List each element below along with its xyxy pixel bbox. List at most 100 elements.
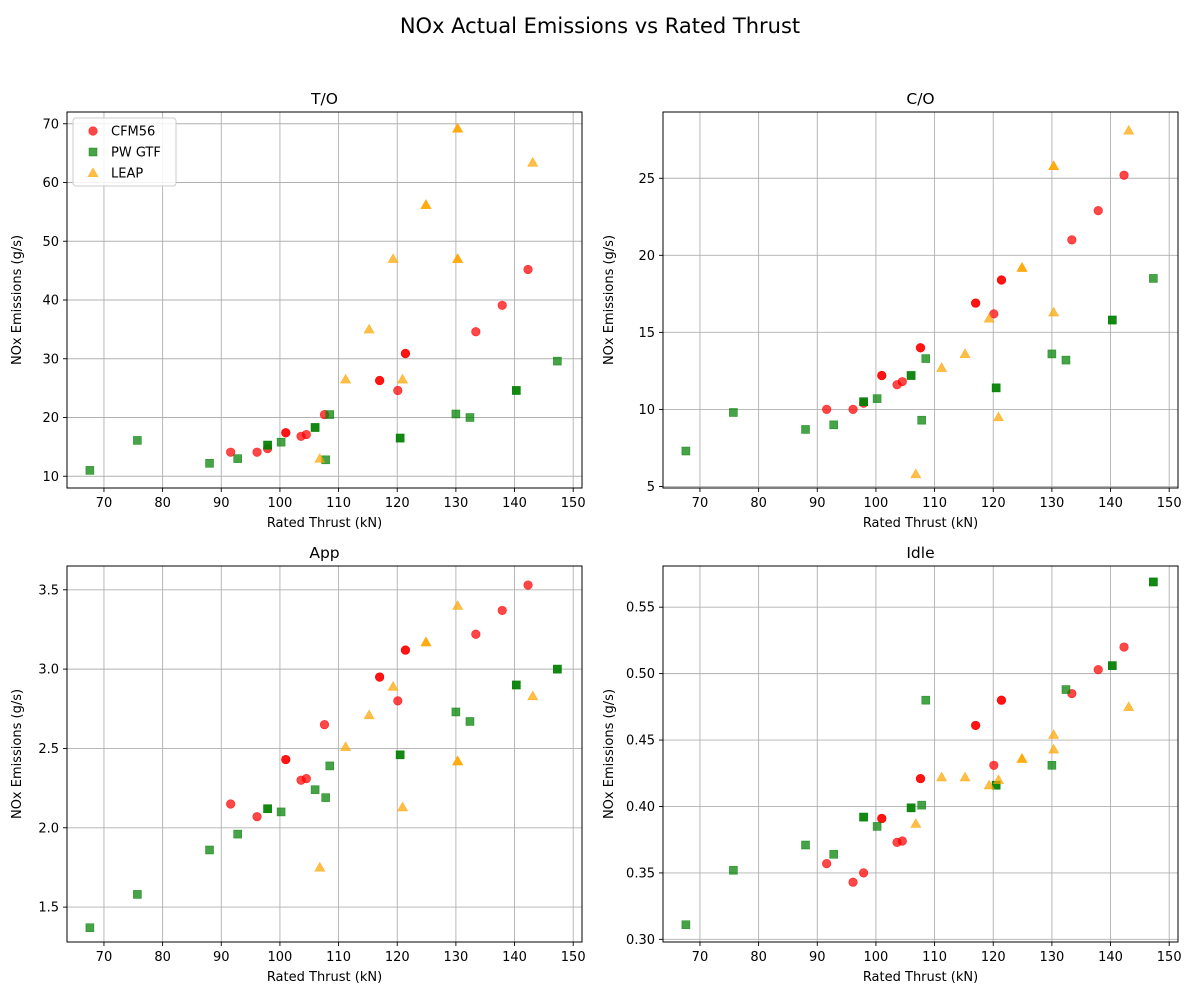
data-point	[226, 447, 236, 457]
axes-frame	[662, 111, 1179, 489]
x-tick-label: 80	[750, 950, 767, 965]
data-point	[991, 383, 1001, 393]
data-point	[1048, 743, 1060, 754]
data-point	[133, 436, 142, 445]
data-point	[310, 423, 320, 432]
y-tick-label: 0.40	[626, 800, 655, 815]
data-point	[301, 429, 311, 440]
x-tick-label: 110	[922, 496, 947, 511]
x-tick-label: 70	[692, 496, 709, 511]
data-point	[729, 408, 738, 417]
data-point	[281, 754, 291, 765]
data-point	[233, 454, 242, 463]
data-point	[959, 348, 971, 358]
data-point	[393, 696, 403, 706]
figure-title: NOx Actual Emissions vs Rated Thrust	[399, 14, 801, 38]
data-point	[276, 807, 286, 817]
y-tick-label: 30	[42, 352, 59, 367]
data-point	[1149, 274, 1158, 283]
x-tick-label: 130	[1039, 496, 1064, 511]
legend: CFM56 PW GTF LEAP	[72, 117, 177, 187]
series-cfm56	[226, 580, 533, 822]
x-axis-label: Rated Thrust (kN)	[863, 970, 978, 985]
x-tick-label: 140	[1098, 496, 1123, 511]
data-point	[983, 779, 995, 790]
y-axis-label: NOx Emissions (g/s)	[602, 235, 617, 365]
y-axis-label: NOx Emissions (g/s)	[10, 235, 25, 365]
series-leap	[910, 701, 1135, 828]
data-point	[1016, 753, 1028, 763]
x-tick-label: 150	[561, 496, 586, 511]
series-cfm56	[226, 264, 533, 457]
data-point	[1149, 577, 1158, 587]
data-point	[400, 348, 411, 359]
data-point	[971, 720, 981, 731]
data-point	[906, 371, 916, 380]
data-point	[910, 468, 922, 479]
data-point	[527, 156, 539, 167]
x-tick-label: 120	[385, 950, 410, 965]
y-tick-label: 10	[42, 470, 59, 485]
legend-marker	[88, 147, 98, 157]
data-point	[497, 605, 507, 616]
data-point	[877, 370, 887, 381]
subplot-3: 70 80 90 100 110 120 130 140 150 1.5 2.0 2.5 3.0 3.5 A…	[10, 544, 586, 985]
data-point	[523, 580, 533, 590]
y-tick-label: 0.45	[626, 734, 655, 749]
data-point	[553, 664, 562, 674]
legend-box	[72, 117, 177, 187]
data-point	[989, 760, 999, 770]
data-point	[319, 720, 330, 730]
x-axis-label: Rated Thrust (kN)	[863, 516, 978, 531]
x-tick-label: 150	[1157, 950, 1182, 965]
data-point	[859, 868, 869, 878]
data-point	[420, 636, 432, 647]
data-point	[451, 409, 461, 419]
data-point	[801, 840, 810, 850]
data-point	[85, 923, 95, 933]
legend-label: CFM56	[111, 125, 155, 140]
data-point	[859, 397, 868, 407]
data-point	[936, 362, 948, 372]
data-point	[321, 793, 330, 802]
y-tick-label: 0.55	[626, 601, 655, 616]
x-tick-label: 130	[1039, 950, 1064, 965]
series-leap	[910, 124, 1135, 479]
x-tick-label: 70	[692, 950, 709, 965]
y-tick-label: 70	[42, 117, 59, 132]
y-tick-label: 50	[42, 235, 59, 250]
x-tick-label: 140	[1098, 950, 1123, 965]
subplot-title: C/O	[906, 90, 934, 108]
data-point	[553, 356, 562, 366]
data-point	[1093, 665, 1103, 675]
data-point	[325, 410, 335, 419]
axes-frame	[66, 565, 583, 943]
data-point	[527, 690, 539, 701]
data-point	[915, 773, 926, 784]
data-point	[872, 822, 882, 831]
data-point	[1108, 661, 1117, 670]
data-point	[859, 812, 868, 822]
data-point	[452, 122, 464, 133]
data-point	[992, 774, 1005, 784]
series-leap	[314, 600, 539, 872]
data-point	[681, 446, 691, 456]
data-point	[1047, 349, 1057, 359]
series-pw-gtf	[85, 356, 562, 475]
series-pw-gtf	[681, 274, 1158, 456]
y-tick-label: 2.0	[38, 821, 59, 836]
data-point	[971, 298, 981, 308]
data-point	[512, 386, 521, 395]
y-tick-label: 20	[42, 411, 59, 426]
series-leap	[314, 122, 539, 463]
data-point	[936, 771, 948, 782]
x-tick-label: 110	[326, 950, 351, 965]
x-tick-label: 100	[268, 950, 293, 965]
legend-label: LEAP	[111, 167, 143, 182]
data-point	[822, 859, 832, 869]
x-tick-label: 130	[443, 950, 468, 965]
data-point	[1016, 262, 1028, 272]
data-point	[829, 850, 838, 859]
data-point	[1119, 170, 1129, 180]
data-point	[252, 812, 262, 822]
